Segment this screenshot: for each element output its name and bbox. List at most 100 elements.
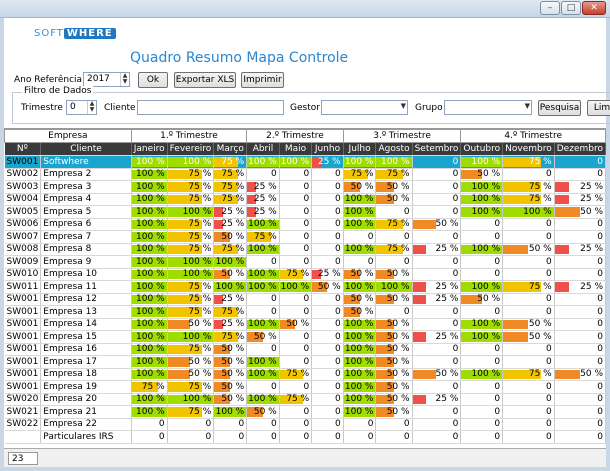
ok-button[interactable]: Ok — [138, 72, 168, 88]
column-header[interactable]: Maio — [279, 142, 313, 156]
progress-cell: 0 — [311, 193, 344, 206]
client-name-cell: Empresa 7 — [40, 230, 132, 244]
group-select[interactable]: ▼ — [444, 100, 532, 115]
table-row[interactable]: SW001 Empresa 15 100 % 100 % 75 % 50 % 0 0 100 %… — [4, 330, 606, 344]
progress-cell: 100 % — [131, 280, 168, 294]
table-row[interactable]: SW022 Empresa 22 0 0 0 0 0 0 0 0 0 0 0 0 — [4, 418, 606, 431]
column-header[interactable]: Abril — [246, 142, 280, 156]
progress-cell: 100 % — [502, 205, 555, 219]
table-row[interactable]: Particulares IRS 0 0 0 0 0 0 0 0 0 0 0 0 — [4, 430, 606, 444]
progress-bar — [131, 394, 167, 404]
table-row[interactable]: SW001 Softwhere 100 % 100 % 75 % 100 % 100 % 25… — [4, 155, 606, 169]
progress-cell: 100 % — [460, 330, 504, 344]
progress-cell: 0 — [167, 430, 215, 444]
export-xls-button[interactable]: Exportar XLS — [174, 72, 236, 88]
minimize-icon[interactable]: – — [540, 1, 560, 15]
progress-value: 75 % — [221, 194, 245, 205]
table-row[interactable]: SW001 Empresa 17 100 % 50 % 50 % 100 % 0 0 100 %… — [4, 355, 606, 369]
column-header[interactable]: Novembro — [502, 142, 555, 156]
column-header[interactable]: Janeiro — [131, 142, 168, 156]
client-name-cell: Empresa 16 — [40, 343, 132, 356]
table-row[interactable]: SW011 Empresa 11 100 % 75 % 100 % 100 % 100 % 5… — [4, 280, 606, 294]
table-row[interactable]: SW008 Empresa 8 100 % 75 % 75 % 100 % 0 0 100 % 7… — [4, 243, 606, 256]
maximize-icon[interactable]: □ — [561, 1, 581, 15]
table-row[interactable]: SW002 Empresa 2 100 % 75 % 75 % 0 0 0 75 % 75 % 0 5… — [4, 168, 606, 181]
progress-value: 75 % — [188, 219, 212, 230]
progress-value: 0 — [452, 156, 459, 167]
table-row[interactable]: SW007 Empresa 7 100 % 75 % 50 % 75 % 0 0 0 0 0 0 0 0 — [4, 230, 606, 244]
year-input[interactable]: 2017 ▲ ▼ — [83, 72, 130, 87]
progress-bar — [131, 169, 167, 179]
table-row[interactable]: SW003 Empresa 3 100 % 75 % 75 % 25 % 0 0 50 % 50 … — [4, 180, 606, 194]
column-header[interactable]: Dezembro — [554, 142, 606, 156]
progress-bar — [214, 182, 239, 192]
column-header[interactable]: Junho — [311, 142, 344, 156]
column-header[interactable]: Nº — [4, 142, 42, 156]
column-header[interactable]: Setembro — [412, 142, 462, 156]
progress-value: 25 % — [221, 319, 245, 330]
progress-value: 0 — [270, 419, 277, 430]
print-button[interactable]: Imprimir — [241, 72, 284, 88]
column-header[interactable]: Julho — [343, 142, 377, 156]
table-row[interactable]: SW005 Empresa 5 100 % 100 % 25 % 25 % 0 0 100 % 0… — [4, 205, 606, 219]
progress-value: 0 — [452, 206, 459, 217]
column-header[interactable]: Março — [213, 142, 248, 156]
progress-value: 75 % — [188, 344, 212, 355]
table-row[interactable]: SW001 Empresa 14 100 % 50 % 25 % 100 % 50 % 0 10… — [4, 318, 606, 331]
column-header[interactable]: Fevereiro — [167, 142, 215, 156]
progress-cell: 25 % — [246, 205, 280, 219]
progress-cell: 0 — [412, 168, 462, 181]
table-row[interactable]: SW006 Empresa 6 100 % 75 % 25 % 100 % 0 0 100 % 7… — [4, 218, 606, 231]
progress-value: 100 % — [136, 194, 165, 205]
search-button[interactable]: Pesquisa — [538, 100, 581, 116]
table-row[interactable]: SW001 Empresa 18 100 % 50 % 50 % 100 % 75 % 0 10… — [4, 368, 606, 381]
progress-value: 100 % — [182, 206, 212, 217]
summary-grid[interactable]: Empresa 1.º Trimestre 2.º Trimestre 3.º … — [4, 128, 606, 444]
progress-bar — [461, 207, 502, 217]
progress-cell: 50 % — [375, 330, 413, 344]
progress-value: 75 % — [528, 181, 552, 192]
table-row[interactable]: SW001 Empresa 13 100 % 75 % 75 % 0 0 0 50 % 0 0 0 0 0 — [4, 305, 606, 319]
progress-cell: 0 — [412, 318, 462, 331]
table-row[interactable]: SW009 Empresa 9 100 % 100 % 100 % 0 0 0 0 0 0 0 0 0 — [4, 255, 606, 269]
progress-cell: 50 % — [460, 293, 504, 306]
column-header[interactable]: Cliente — [40, 142, 132, 156]
progress-value: 50 % — [286, 319, 310, 330]
table-row[interactable]: SW020 Empresa 20 100 % 100 % 50 % 100 % 75 % 0 1… — [4, 393, 606, 406]
table-row[interactable]: SW001 Empresa 19 75 % 75 % 50 % 0 0 0 100 % 50 % 0… — [4, 380, 606, 394]
clear-button[interactable]: Lim — [587, 100, 610, 116]
client-name-cell: Empresa 12 — [40, 293, 132, 306]
progress-cell: 75 % — [213, 305, 248, 319]
progress-cell: 50 % — [412, 368, 462, 381]
column-header[interactable]: Agosto — [375, 142, 413, 156]
progress-cell: 50 % — [502, 243, 555, 256]
progress-value: 50 % — [386, 194, 410, 205]
progress-cell: 0 — [311, 318, 344, 331]
close-icon[interactable]: ✕ — [582, 1, 606, 15]
table-row[interactable]: SW004 Empresa 4 100 % 75 % 75 % 25 % 0 0 100 % 50… — [4, 193, 606, 206]
progress-cell: 0 — [460, 230, 504, 244]
progress-cell: 0 — [412, 305, 462, 319]
progress-value: 50 % — [188, 369, 212, 380]
spin-icon[interactable]: ▲ ▼ — [87, 101, 96, 114]
progress-value: 0 — [546, 381, 552, 392]
progress-value: 0 — [334, 231, 341, 242]
spin-icon[interactable]: ▲ ▼ — [120, 73, 129, 86]
progress-value: 100 % — [471, 206, 501, 217]
progress-bar — [247, 219, 279, 229]
table-row[interactable]: SW010 Empresa 10 100 % 100 % 50 % 100 % 75 % 25… — [4, 268, 606, 281]
column-header[interactable]: Outubro — [460, 142, 504, 156]
client-input[interactable] — [137, 100, 284, 115]
quarter-input[interactable]: 0 ▲ ▼ — [66, 100, 97, 115]
progress-value: 0 — [452, 344, 459, 355]
progress-cell: 0 — [460, 255, 504, 269]
table-row[interactable]: SW001 Empresa 16 100 % 75 % 50 % 0 0 0 100 % 50 %… — [4, 343, 606, 356]
table-row[interactable]: SW001 Empresa 12 100 % 75 % 25 % 0 0 0 50 % 50 % 2… — [4, 293, 606, 306]
client-code-cell: SW022 — [4, 418, 42, 431]
progress-value: 0 — [334, 381, 341, 392]
progress-cell: 75 % — [343, 168, 377, 181]
table-row[interactable]: SW021 Empresa 21 100 % 75 % 100 % 50 % 0 0 100 %… — [4, 405, 606, 419]
progress-cell: 100 % — [343, 393, 377, 406]
manager-select[interactable]: ▼ — [321, 100, 408, 115]
progress-cell: 0 — [554, 343, 606, 356]
